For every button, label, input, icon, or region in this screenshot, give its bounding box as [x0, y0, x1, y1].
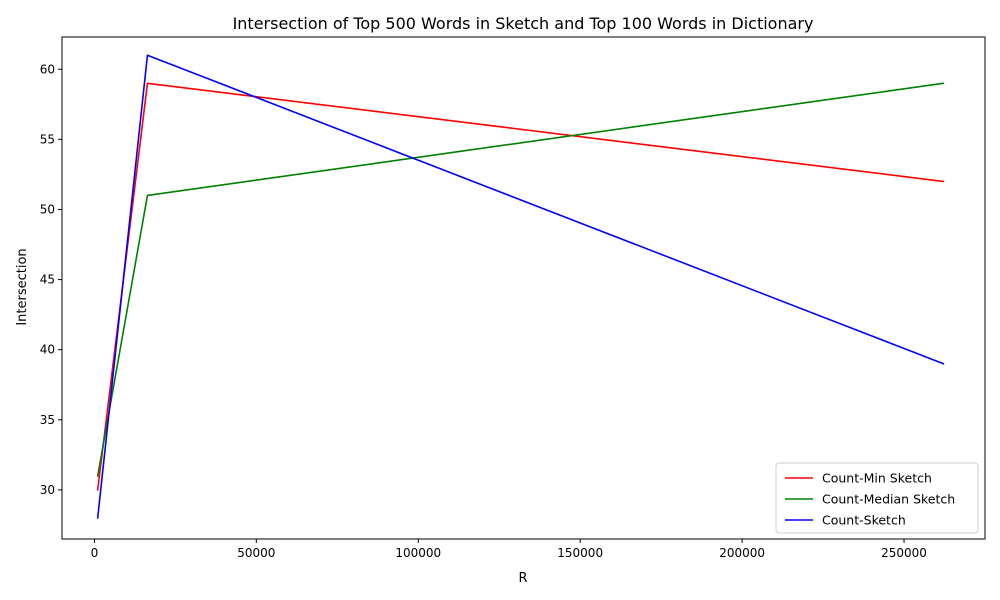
- x-tick-label: 100000: [395, 546, 441, 560]
- series-line-count-median-sketch: [96, 82, 945, 477]
- y-tick-label: 55: [40, 132, 55, 146]
- legend: Count-Min Sketch Count-Median Sketch Count…: [775, 462, 979, 534]
- legend-label: Count-Sketch: [822, 513, 906, 528]
- x-tick-label: 0: [91, 546, 99, 560]
- legend-label: Count-Median Sketch: [822, 492, 955, 507]
- x-tick-label: 150000: [557, 546, 603, 560]
- legend-box: [775, 462, 979, 534]
- series-line-count-min-sketch: [96, 82, 945, 491]
- x-tick-label: 200000: [719, 546, 765, 560]
- x-tick-label: 50000: [237, 546, 275, 560]
- plot-frame: [61, 36, 986, 540]
- x-tick-label: 250000: [881, 546, 927, 560]
- y-tick-label: 30: [40, 483, 55, 497]
- series-line-count-sketch: [96, 54, 945, 519]
- x-axis-title: R: [518, 571, 527, 586]
- y-tick-label: 50: [40, 202, 55, 216]
- legend-label: Count-Min Sketch: [822, 471, 932, 486]
- chart-title: Intersection of Top 500 Words in Sketch …: [233, 14, 814, 33]
- y-tick-label: 40: [40, 343, 55, 357]
- y-tick-label: 35: [40, 413, 55, 427]
- y-tick-label: 60: [40, 62, 55, 76]
- y-axis-title: Intersection: [15, 248, 30, 325]
- y-tick-label: 45: [40, 273, 55, 287]
- plot-area: 0 50000 100000 150000 200000 250000 30 35 40 45 50…: [40, 36, 986, 560]
